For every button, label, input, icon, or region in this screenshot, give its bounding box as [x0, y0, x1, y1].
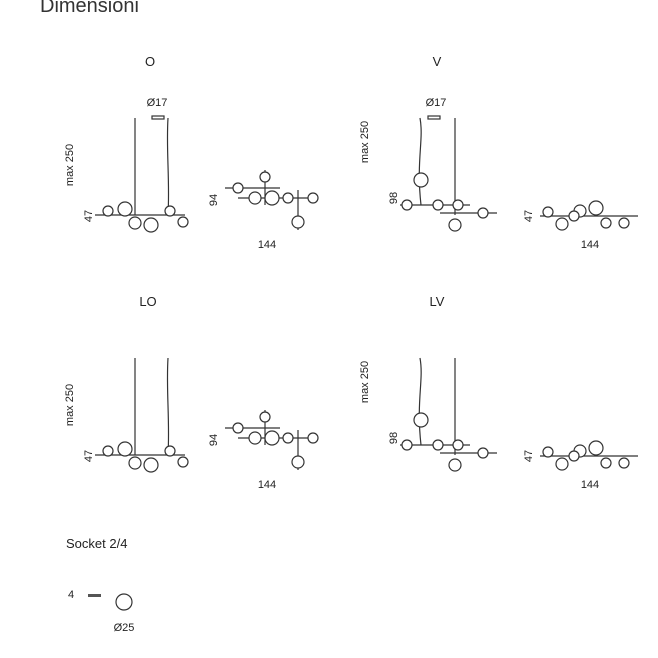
dimension: 47: [83, 210, 95, 222]
dimension: max 250: [359, 361, 371, 403]
canopy: [151, 115, 165, 120]
dimension: 47: [523, 210, 535, 222]
dimension: max 250: [64, 384, 76, 426]
dimension: Ø25: [114, 622, 135, 634]
socket-top: [115, 593, 133, 611]
top-view: [539, 200, 639, 231]
dimension: Ø17: [147, 97, 168, 109]
panel-label: V: [433, 54, 442, 69]
panel-label: LV: [430, 294, 445, 309]
panel-label: LO: [139, 294, 156, 309]
canopy: [427, 115, 441, 120]
side-view: [399, 117, 498, 232]
dimension: max 250: [64, 144, 76, 186]
dimension: Ø17: [426, 97, 447, 109]
panel-label: O: [145, 54, 155, 69]
page-title: Dimensioni: [40, 0, 139, 17]
side-view: [399, 357, 498, 472]
dimension: 144: [258, 239, 276, 251]
socket-label: Socket 2/4: [66, 536, 127, 551]
top-view: [539, 440, 639, 471]
dimension: 144: [258, 479, 276, 491]
dimension: 98: [388, 192, 400, 204]
side-view: [94, 117, 189, 233]
dimension: 47: [523, 450, 535, 462]
dimension: 94: [208, 434, 220, 446]
side-view: [94, 357, 189, 473]
socket-side: [88, 594, 101, 597]
dimension: 98: [388, 432, 400, 444]
dimension: max 250: [359, 121, 371, 163]
dimension: 47: [83, 450, 95, 462]
dimension: 144: [581, 239, 599, 251]
dimension: 144: [581, 479, 599, 491]
top-view: [224, 169, 319, 231]
dimension: 94: [208, 194, 220, 206]
top-view: [224, 409, 319, 471]
dimension: 4: [68, 589, 74, 601]
